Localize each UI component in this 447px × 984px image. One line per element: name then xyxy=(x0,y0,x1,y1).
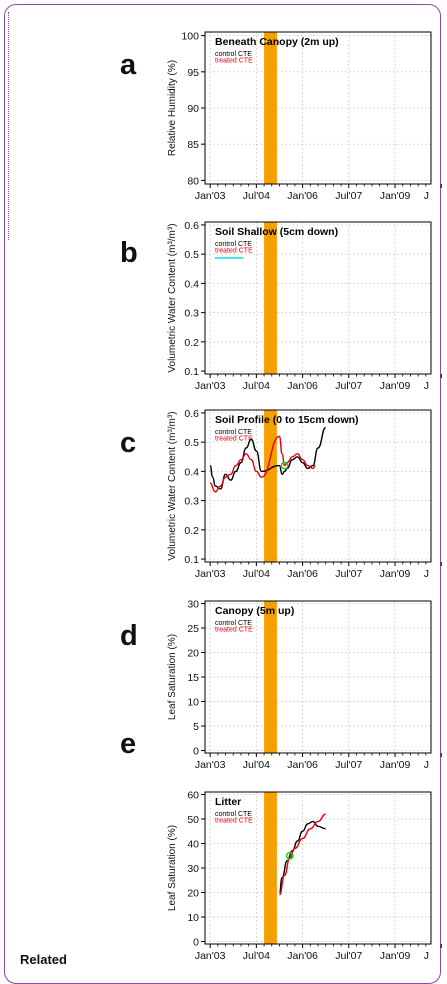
x-tick-label: Jan'03 xyxy=(195,759,226,771)
y-tick-label: 0.4 xyxy=(184,278,199,290)
y-tick-label: 0.5 xyxy=(184,437,199,449)
y-tick-label: 20 xyxy=(187,888,199,900)
y-axis-label: Volumetric Water Content (m³/m³) xyxy=(167,411,178,560)
x-tick-label: J xyxy=(424,190,429,202)
side-divider xyxy=(8,12,9,240)
chart-title: Soil Shallow (5cm down) xyxy=(215,226,338,238)
x-tick-label: Jul'07 xyxy=(335,759,362,771)
y-tick-label: 0.3 xyxy=(184,308,199,320)
event-band xyxy=(264,410,277,562)
legend-entry: control CTE xyxy=(215,811,252,818)
data-marker xyxy=(280,461,289,470)
legend-entry: control CTE xyxy=(215,241,252,248)
x-tick-label: Jul'04 xyxy=(243,568,270,580)
x-tick-label: Jan'09 xyxy=(380,380,411,392)
y-tick-label: 95 xyxy=(187,67,199,79)
y-tick-label: 0.1 xyxy=(184,554,199,566)
x-tick-label: J xyxy=(424,759,429,771)
x-tick-label: Jan'06 xyxy=(287,568,318,580)
event-band xyxy=(264,32,277,184)
y-tick-label: 80 xyxy=(187,175,199,187)
y-tick-label: 15 xyxy=(187,672,199,684)
legend-entry: treated CTE xyxy=(215,818,253,825)
y-tick-label: 85 xyxy=(187,139,199,151)
y-tick-label: 40 xyxy=(187,838,199,850)
y-tick-label: 0.3 xyxy=(184,496,199,508)
x-tick-label: Jul'07 xyxy=(335,190,362,202)
x-tick-label: Jan'06 xyxy=(287,759,318,771)
legend-entry: treated CTE xyxy=(215,248,253,255)
y-tick-label: 25 xyxy=(187,623,199,635)
x-tick-label: Jan'09 xyxy=(380,759,411,771)
y-tick-label: 0 xyxy=(193,937,199,949)
legend-entry: control CTE xyxy=(215,429,252,436)
chart-title: Soil Profile (0 to 15cm down) xyxy=(215,414,359,426)
event-band xyxy=(264,222,277,374)
y-tick-label: 0.6 xyxy=(184,408,199,420)
y-axis-label: Volumetric Water Content (m³/m³) xyxy=(167,223,178,372)
y-tick-label: 0 xyxy=(193,746,199,758)
y-tick-label: 90 xyxy=(187,103,199,115)
x-tick-label: Jan'03 xyxy=(195,380,226,392)
panel-letter-d: d xyxy=(120,620,138,652)
x-tick-label: Jan'03 xyxy=(195,568,226,580)
panel-letter-a: a xyxy=(120,49,137,81)
y-tick-label: 0.6 xyxy=(184,220,199,232)
series-line xyxy=(209,435,316,493)
x-tick-label: Jul'04 xyxy=(243,190,270,202)
panel-letter-c: c xyxy=(120,427,136,459)
x-tick-label: Jul'07 xyxy=(335,568,362,580)
y-tick-label: 0.4 xyxy=(184,466,199,478)
y-tick-label: 10 xyxy=(187,697,199,709)
legend-entry: control CTE xyxy=(215,620,252,627)
event-band xyxy=(264,792,277,944)
related-heading: Related xyxy=(20,952,67,967)
y-tick-label: 60 xyxy=(187,789,199,801)
y-tick-label: 0.2 xyxy=(184,337,199,349)
y-tick-label: 0.2 xyxy=(184,525,199,537)
legend-entry: treated CTE xyxy=(215,58,253,65)
x-tick-label: Jan'09 xyxy=(380,950,411,962)
y-tick-label: 100 xyxy=(181,31,199,43)
y-tick-label: 5 xyxy=(193,721,199,733)
x-tick-label: Jan'06 xyxy=(287,190,318,202)
x-tick-label: J xyxy=(424,568,429,580)
x-tick-label: Jan'09 xyxy=(380,190,411,202)
y-tick-label: 0.5 xyxy=(184,249,199,261)
x-tick-label: Jul'07 xyxy=(335,380,362,392)
x-tick-label: Jan'03 xyxy=(195,190,226,202)
legend-entry: treated CTE xyxy=(215,627,253,634)
y-axis-label: Relative Humidity (%) xyxy=(167,60,178,156)
y-axis-label: Leaf Saturation (%) xyxy=(167,825,178,911)
y-axis-label: Leaf Saturation (%) xyxy=(167,634,178,720)
x-tick-label: J xyxy=(424,950,429,962)
x-tick-label: Jul'04 xyxy=(243,759,270,771)
x-tick-label: Jul'04 xyxy=(243,950,270,962)
x-tick-label: Jan'09 xyxy=(380,568,411,580)
x-tick-label: Jan'06 xyxy=(287,380,318,392)
panel-letter-e: e xyxy=(120,728,136,760)
y-tick-label: 30 xyxy=(187,863,199,875)
y-tick-label: 50 xyxy=(187,814,199,826)
x-tick-label: Jul'04 xyxy=(243,380,270,392)
y-tick-label: 10 xyxy=(187,912,199,924)
x-tick-label: Jan'03 xyxy=(195,950,226,962)
legend-entry: control CTE xyxy=(215,51,252,58)
panel-letter-b: b xyxy=(120,237,138,269)
x-tick-label: Jan'06 xyxy=(287,950,318,962)
chart-title: Beneath Canopy (2m up) xyxy=(215,36,339,48)
y-tick-label: 30 xyxy=(187,598,199,610)
chart-title: Canopy (5m up) xyxy=(215,605,294,617)
data-marker xyxy=(285,851,294,860)
event-band xyxy=(264,601,277,753)
y-tick-label: 0.1 xyxy=(184,366,199,378)
legend-entry: treated CTE xyxy=(215,436,253,443)
x-tick-label: J xyxy=(424,380,429,392)
y-tick-label: 20 xyxy=(187,647,199,659)
x-tick-label: Jul'07 xyxy=(335,950,362,962)
series-line xyxy=(278,813,326,896)
series-line xyxy=(209,426,327,490)
chart-title: Litter xyxy=(215,796,241,808)
